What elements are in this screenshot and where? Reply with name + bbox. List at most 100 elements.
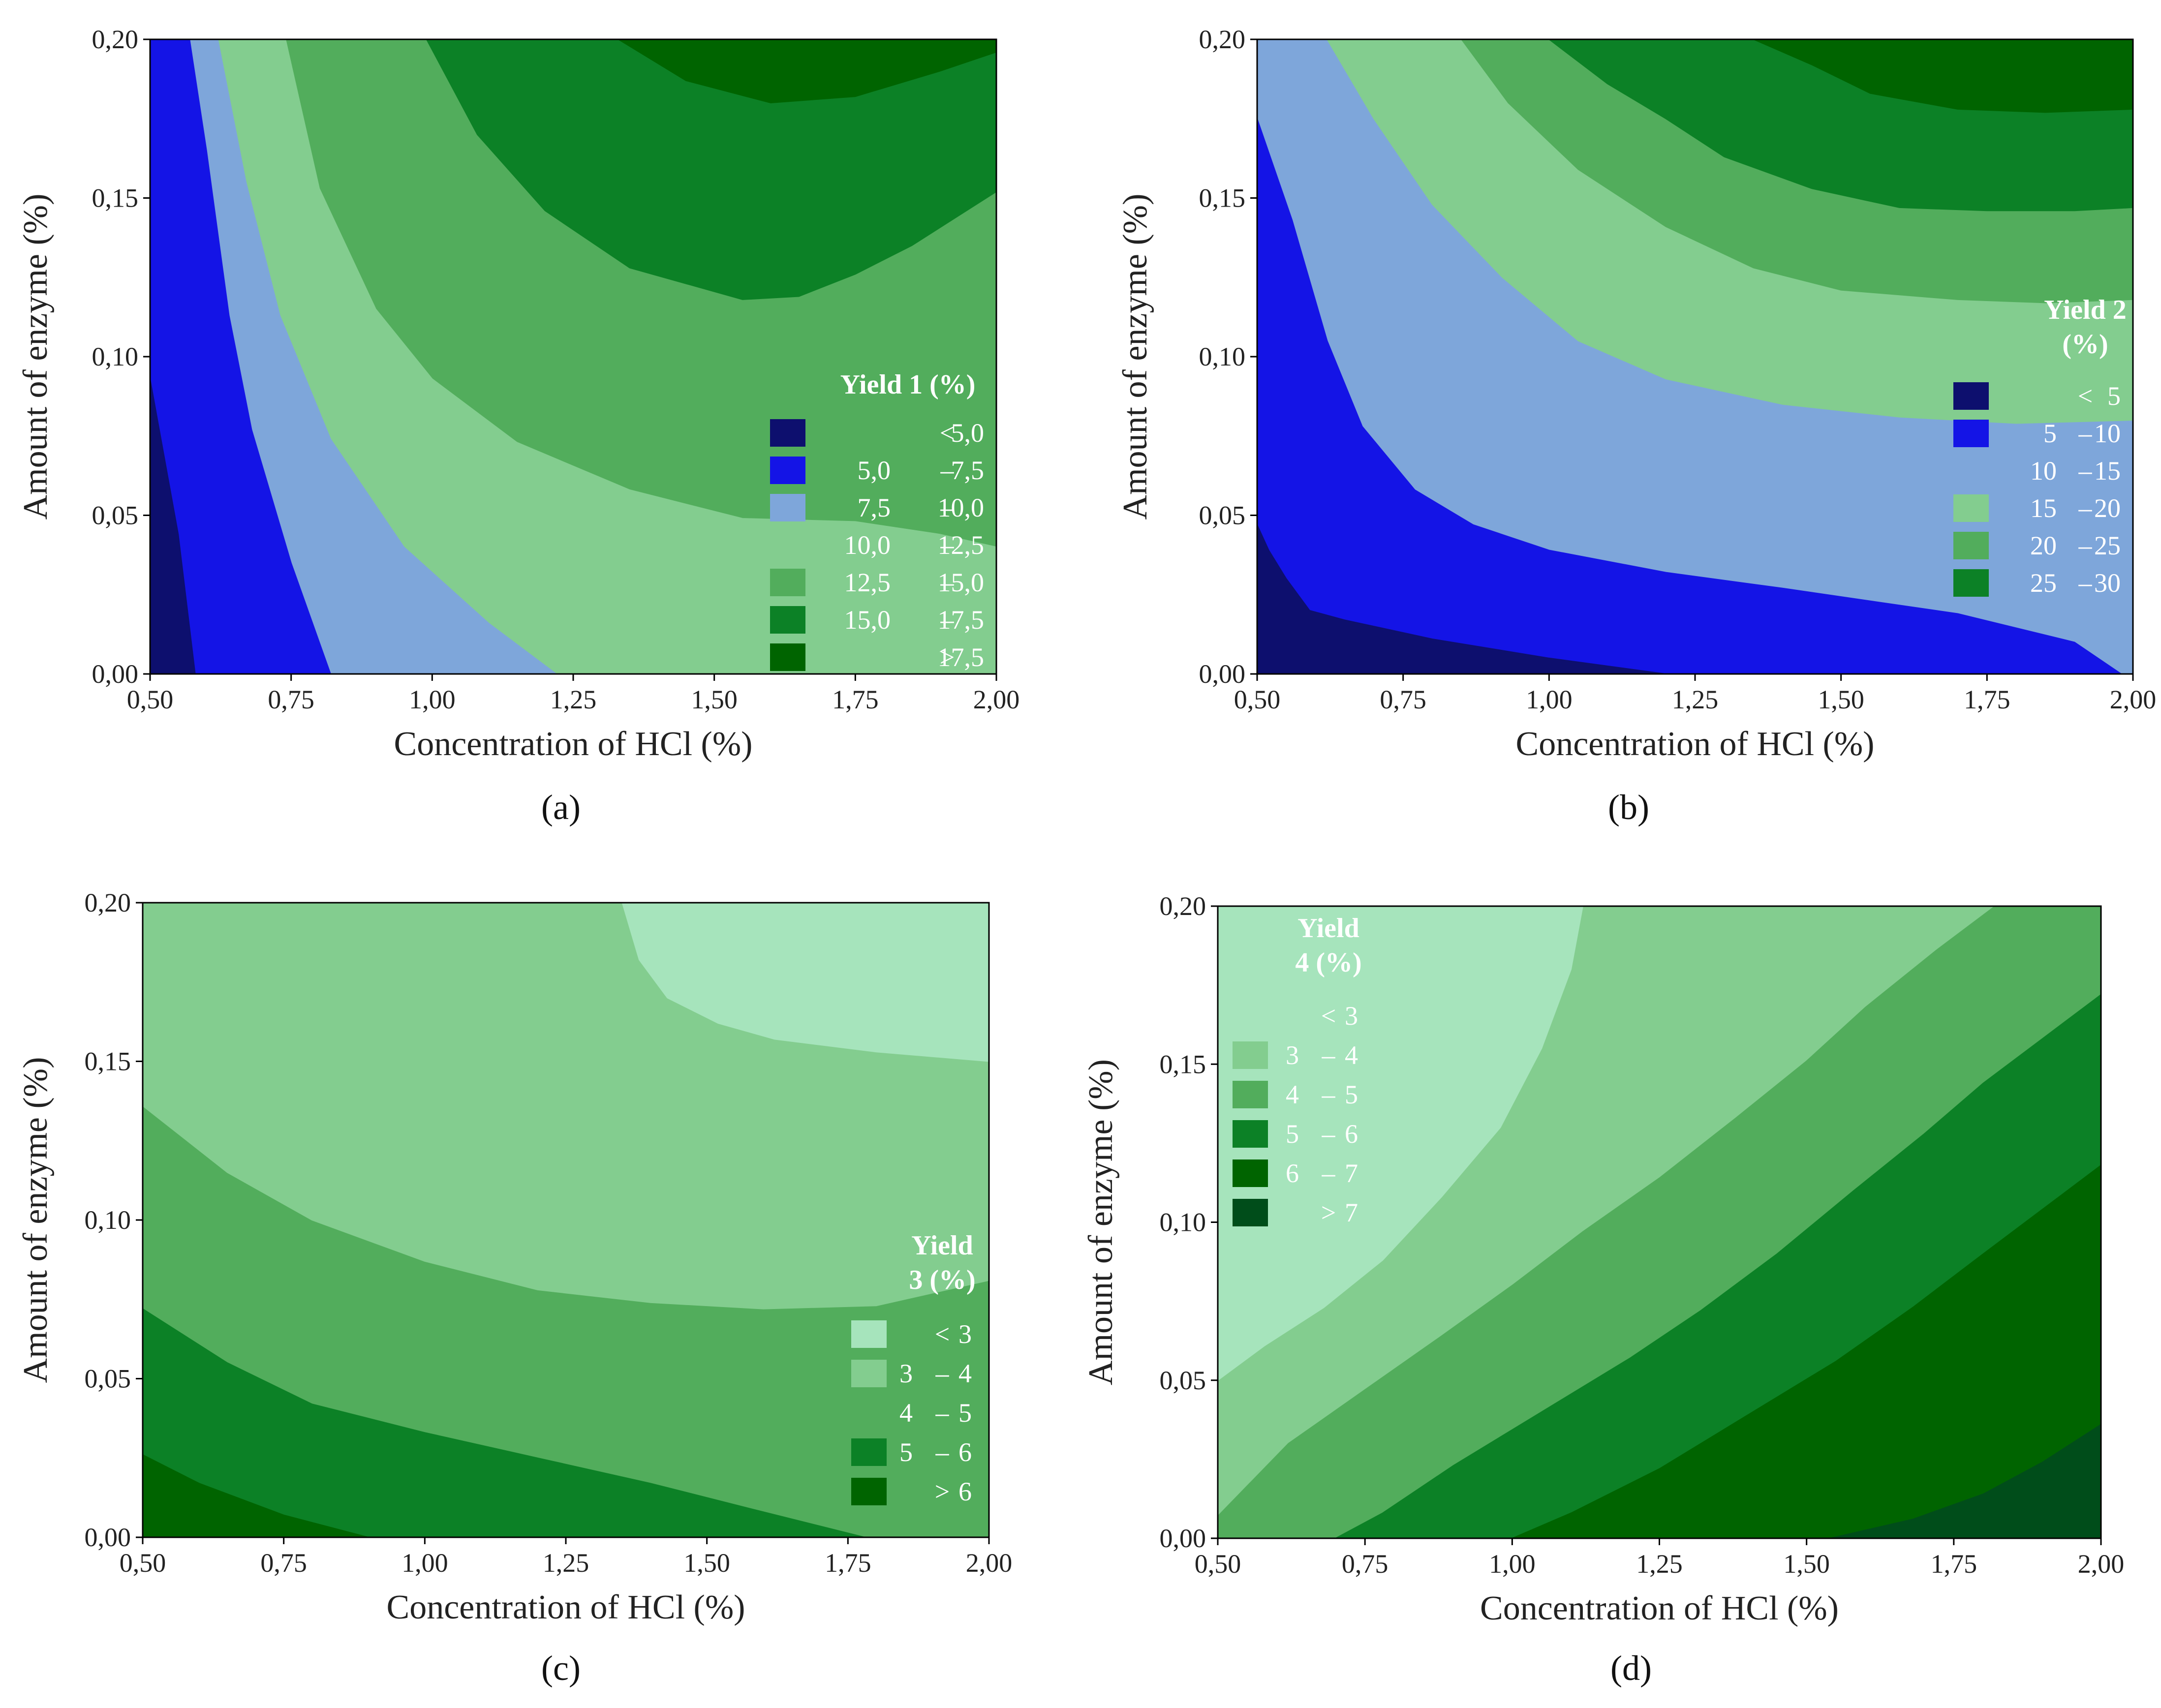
legend-high-b: 30 (2094, 568, 2121, 598)
legend-title-a: Yield 1 (%) (840, 369, 976, 400)
legend-swatch-c (851, 1399, 887, 1427)
plot-area-c (143, 903, 989, 1537)
x-axis-label-c: Concentration of HCl (%) (387, 1588, 745, 1626)
y-tick-label-a: 0,15 (92, 183, 139, 213)
legend-sep-d: > (1321, 1198, 1336, 1227)
legend-low-b: 20 (2030, 531, 2057, 560)
panel-d: (d) 0,50 0,75 1,00 1,25 1,50 1,75 2,00 0,00 0,05… (1082, 891, 2124, 1688)
panel-b: (b) 0,50 0,75 1,00 1,25 1,50 1,75 2,00 0,00 0,05… (1116, 25, 2156, 827)
legend-low-a: 10,0 (844, 530, 891, 560)
y-tick-label-c: 0,15 (85, 1047, 131, 1076)
legend-swatch-b (1953, 420, 1989, 447)
legend-sep-d: – (1322, 1080, 1336, 1109)
legend-low-a: 7,5 (858, 493, 891, 522)
y-axis-label-a: Amount of enzyme (%) (17, 194, 55, 520)
legend-low-b: 5 (2043, 419, 2057, 448)
legend-sep-b: < (2078, 381, 2093, 411)
contour-region-c-3 (143, 1308, 865, 1537)
legend-high-a: 17,5 (938, 605, 985, 635)
x-tick-label-d: 1,25 (1636, 1549, 1683, 1579)
legend-high-b: 5 (2107, 381, 2121, 411)
contour-region-d-5 (1830, 1424, 2101, 1538)
legend-sep-b: – (2078, 568, 2093, 598)
legend-high-b: 20 (2094, 493, 2121, 523)
legend-high-d: 5 (1345, 1080, 1358, 1109)
legend-swatch-d (1233, 1199, 1268, 1226)
legend-swatch-a (770, 419, 805, 447)
y-tick-label-b: 0,00 (1199, 659, 1246, 689)
x-tick-label-d: 1,75 (1931, 1549, 1977, 1579)
legend-sep-d: < (1321, 1001, 1336, 1031)
legend-sep-c: – (935, 1359, 950, 1388)
legend-low-a: 5,0 (858, 456, 891, 485)
y-tick-label-b: 0,10 (1199, 342, 1246, 371)
contour-region-b-6 (1257, 524, 1666, 674)
x-tick-label-b: 1,75 (1964, 685, 2010, 714)
legend-high-a: 10,0 (938, 493, 985, 522)
y-axis-label-c: Amount of enzyme (%) (17, 1057, 55, 1383)
x-tick-label-c: 1,25 (543, 1548, 589, 1578)
panel-label-a: (a) (541, 788, 581, 827)
legend-high-d: 7 (1345, 1198, 1358, 1227)
legend-sep-c: – (935, 1398, 950, 1428)
x-tick-label-d: 0,75 (1342, 1549, 1389, 1579)
contour-region-a-5 (150, 39, 331, 674)
legend-swatch-d (1233, 1120, 1268, 1148)
contour-region-d-4 (1512, 1164, 2101, 1538)
legend-title-b: (%) (2062, 329, 2108, 360)
x-tick-label-a: 1,25 (550, 685, 597, 714)
legend-sep-a: > (940, 642, 955, 672)
x-tick-label-c: 0,50 (120, 1548, 166, 1578)
panel-label-c: (c) (541, 1648, 581, 1688)
contour-region-b-4 (1753, 39, 2133, 113)
legend-high-b: 15 (2094, 456, 2121, 486)
legend-low-a: 15,0 (844, 605, 891, 635)
x-tick-label-d: 2,00 (2078, 1549, 2125, 1579)
panel-label-b: (b) (1608, 788, 1649, 827)
x-tick-label-c: 1,00 (401, 1548, 448, 1578)
legend-swatch-a (770, 643, 805, 671)
legend-low-b: 10 (2030, 456, 2057, 486)
x-tick-label-a: 0,50 (127, 685, 174, 714)
legend-title-b: Yield 2 (2044, 295, 2126, 325)
x-tick-label-c: 1,50 (683, 1548, 730, 1578)
y-axis-label-d: Amount of enzyme (%) (1082, 1059, 1120, 1385)
plot-area-b (1257, 39, 2133, 674)
legend-low-d: 4 (1286, 1080, 1299, 1109)
x-tick-label-a: 1,00 (409, 685, 456, 714)
legend-swatch-a (770, 457, 805, 484)
legend-high-d: 6 (1345, 1119, 1358, 1149)
legend-sep-d: – (1322, 1159, 1336, 1188)
x-axis-label-d: Concentration of HCl (%) (1480, 1589, 1839, 1627)
legend-high-d: 7 (1345, 1159, 1358, 1188)
y-tick-label-d: 0,05 (1160, 1366, 1206, 1395)
contour-region-a-1 (426, 39, 996, 300)
contour-region-c-2 (621, 903, 989, 1062)
legend-low-b: 25 (2030, 568, 2057, 598)
legend-swatch-c (851, 1320, 887, 1348)
x-tick-label-b: 1,50 (1818, 685, 1864, 714)
legend-swatch-b (1953, 457, 1989, 485)
legend-swatch-a (770, 494, 805, 521)
y-axis-label-b: Amount of enzyme (%) (1116, 194, 1154, 520)
legend-low-c: 4 (899, 1398, 913, 1428)
y-tick-label-a: 0,20 (92, 25, 139, 54)
legend-sep-b: – (2078, 493, 2093, 523)
plot-area-d (1218, 906, 2101, 1538)
x-tick-label-a: 0,75 (268, 685, 314, 714)
contour-region-a-6 (150, 379, 196, 674)
legend-swatch-c (851, 1478, 887, 1505)
legend-swatch-d (1233, 1159, 1268, 1187)
legend-title-d: 4 (%) (1295, 947, 1361, 978)
legend-high-c: 3 (958, 1319, 972, 1349)
legend-high-b: 10 (2094, 419, 2121, 448)
legend-low-c: 3 (899, 1359, 913, 1388)
legend-sep-c: < (935, 1319, 950, 1349)
x-tick-label-b: 1,00 (1526, 685, 1573, 714)
y-tick-label-a: 0,05 (92, 501, 139, 530)
legend-sep-a: < (940, 418, 955, 448)
legend-high-d: 3 (1345, 1001, 1358, 1031)
legend-high-a: 17,5 (938, 642, 985, 672)
legend-a: Yield 1 (%)<5,05,0 –7,57,5 –10,010,0 –12,51… (770, 369, 984, 672)
